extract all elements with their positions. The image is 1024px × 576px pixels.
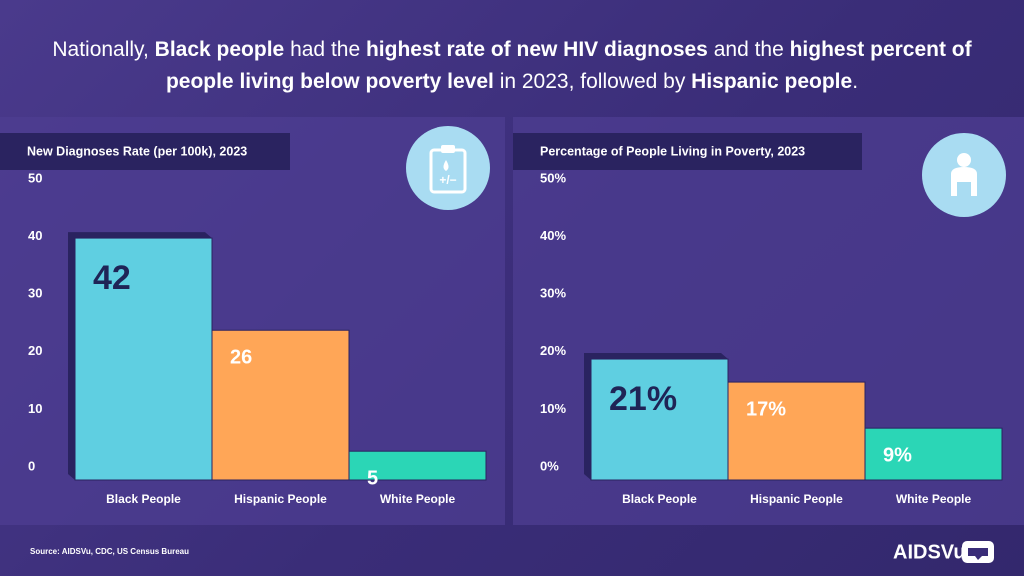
headline-part: and the — [707, 38, 790, 61]
y-tick-label: 40% — [540, 228, 566, 243]
y-tick-label: 30 — [28, 286, 42, 301]
logo-text: AIDSVu — [893, 541, 966, 563]
x-tick-label: White People — [380, 492, 456, 506]
y-tick-label: 0% — [540, 458, 559, 473]
value-label: 17% — [746, 398, 786, 420]
y-tick-label: 20% — [540, 343, 566, 358]
bar — [348, 450, 487, 481]
value-label: 26 — [230, 347, 252, 369]
y-tick-label: 20 — [28, 343, 42, 358]
headline-part: . — [852, 70, 859, 93]
bar — [727, 381, 866, 481]
chart-title: Percentage of People Living in Poverty, … — [540, 144, 805, 158]
source: Source: AIDSVu, CDC, US Census Bureau — [30, 547, 189, 556]
y-tick-label: 50 — [28, 170, 42, 185]
value-label: 42 — [93, 259, 131, 297]
x-tick-label: Black People — [106, 492, 181, 506]
y-tick-label: 10% — [540, 401, 566, 416]
headline-part: Nationally, — [52, 38, 155, 61]
headline-part: Black people — [154, 38, 285, 61]
chart-title-box — [0, 133, 290, 170]
headline-part: highest rate of new HIV diagnoses — [365, 38, 708, 61]
y-tick-label: 40 — [28, 228, 42, 243]
value-label: 9% — [883, 444, 912, 466]
y-tick-label: 0 — [28, 458, 35, 473]
value-label: 21% — [609, 380, 677, 418]
icon-clipboard: +/− — [406, 126, 490, 210]
headline: Nationally, Black people had the highest… — [40, 34, 984, 98]
bar — [590, 358, 729, 481]
x-tick-label: Hispanic People — [234, 492, 327, 506]
headline-part: Hispanic people — [691, 70, 853, 93]
x-tick-label: Hispanic People — [750, 492, 843, 506]
bar — [74, 237, 213, 481]
bar — [211, 329, 350, 481]
chart-title-box — [513, 133, 862, 170]
icon-person — [922, 133, 1006, 217]
headline-part: had the — [284, 38, 366, 61]
chart-title: New Diagnoses Rate (per 100k), 2023 — [27, 144, 247, 158]
headline-part: highest percent of people living below p… — [165, 38, 972, 93]
y-tick-label: 30% — [540, 286, 566, 301]
headline-part: in 2023, followed by — [493, 70, 692, 93]
y-tick-label: 50% — [540, 170, 566, 185]
x-tick-label: Black People — [622, 492, 697, 506]
logo: AIDSVu — [893, 541, 994, 563]
x-tick-label: White People — [896, 492, 972, 506]
bar — [864, 427, 1003, 481]
value-label: 5 — [367, 467, 378, 489]
y-tick-label: 10 — [28, 401, 42, 416]
svg-text:+/−: +/− — [439, 173, 456, 187]
